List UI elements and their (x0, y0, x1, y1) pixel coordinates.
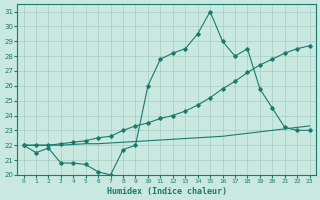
X-axis label: Humidex (Indice chaleur): Humidex (Indice chaleur) (107, 187, 227, 196)
